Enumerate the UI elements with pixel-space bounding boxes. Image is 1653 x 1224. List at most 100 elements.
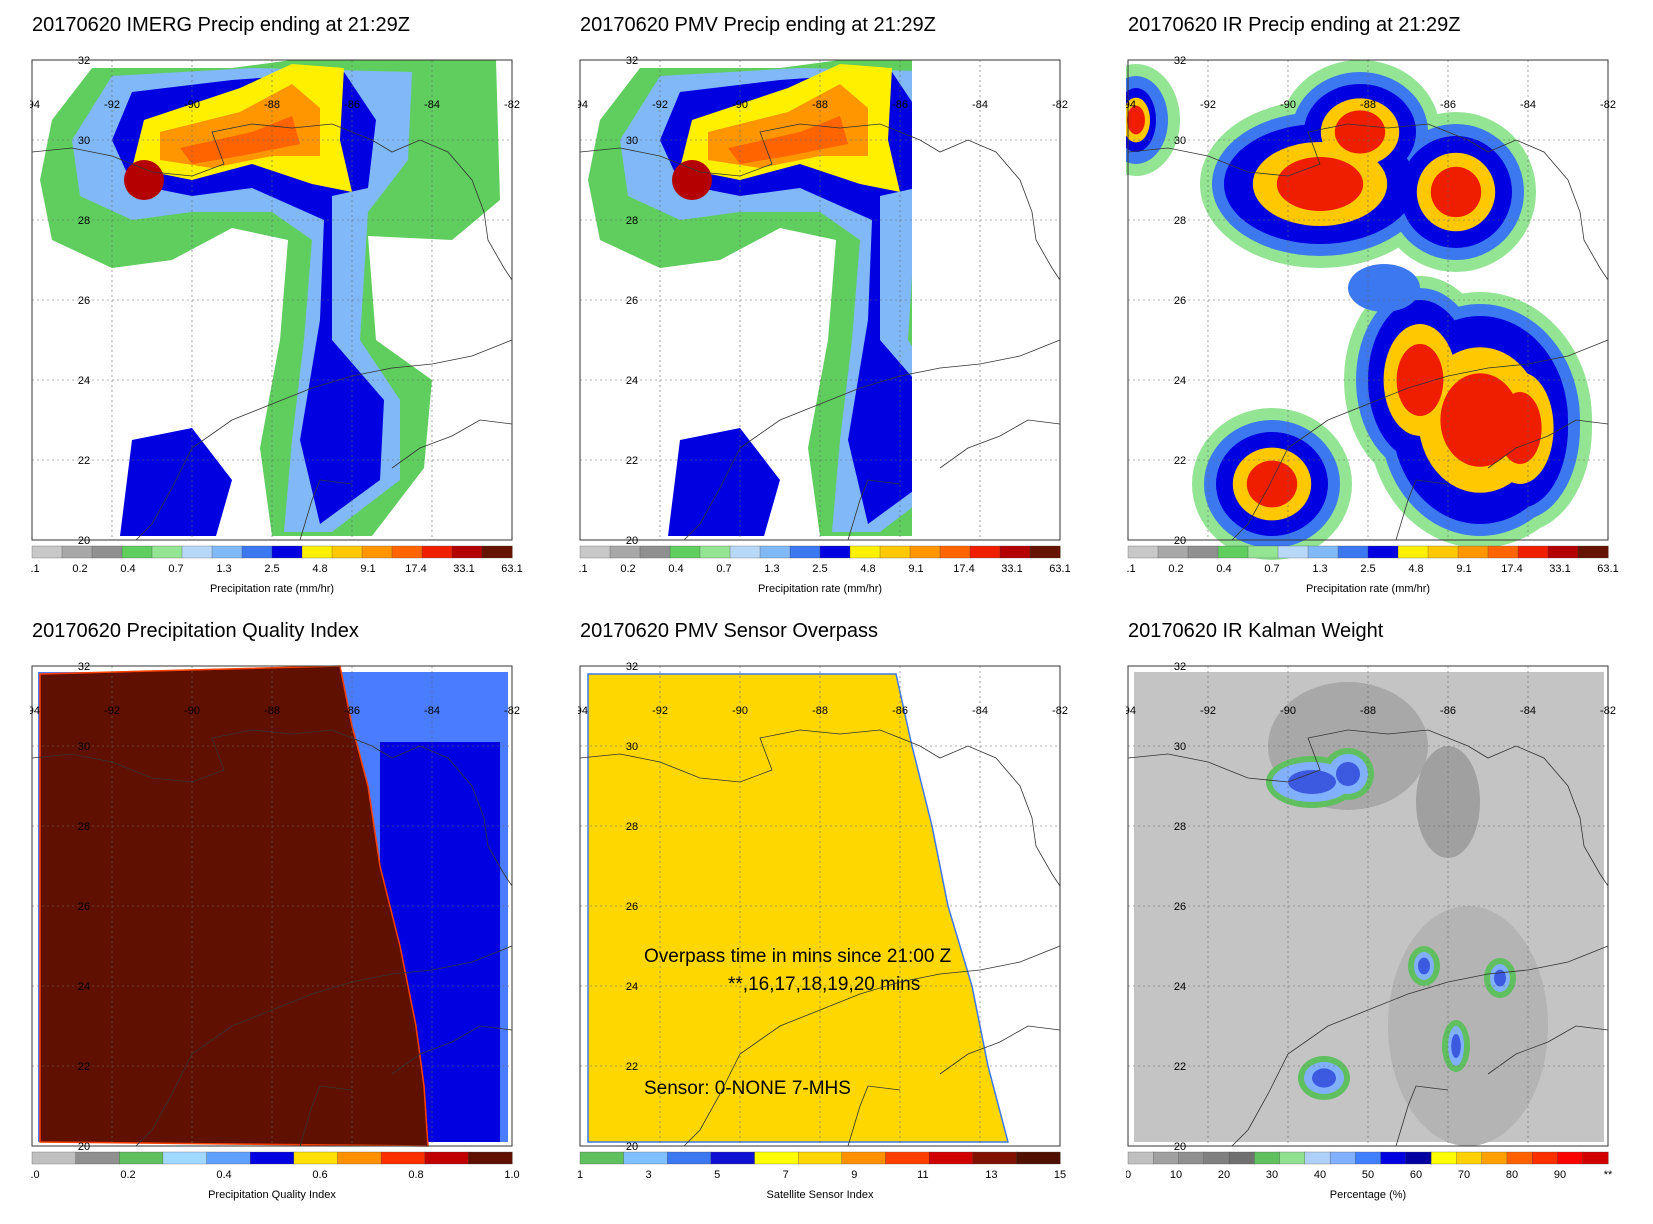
latitude-label: 26 [78, 901, 90, 913]
latitude-label: 32 [626, 55, 638, 67]
colorbar-tick-label: 63.1 [1597, 563, 1618, 575]
colorbar-tick-label: 50 [1362, 1169, 1374, 1181]
latitude-label: 24 [1174, 375, 1186, 387]
latitude-label: 30 [78, 135, 90, 147]
colorbar-tick-label: 0.2 [1168, 563, 1183, 575]
rain-extreme-cell [1440, 373, 1520, 467]
rain-extreme-cell [1334, 110, 1386, 154]
longitude-label: -90 [184, 705, 200, 717]
longitude-label: -82 [1052, 99, 1068, 111]
colorbar-swatch [1481, 1151, 1508, 1165]
colorbar-swatch [841, 1151, 887, 1165]
rain-extreme-area [728, 116, 848, 164]
colorbar-tick-label: 2.5 [812, 563, 827, 575]
colorbar-swatch [206, 1151, 251, 1165]
colorbar-tick-label: 15 [1054, 1169, 1066, 1181]
colorbar-swatch [1228, 1151, 1255, 1165]
panel-title: 20170620 IR Kalman Weight [1128, 620, 1384, 642]
colorbar-tick-label: 33.1 [1549, 563, 1570, 575]
colorbar-tick-label: 33.1 [1001, 563, 1022, 575]
overpass-minutes: **,16,17,18,19,20 mins [728, 974, 920, 995]
colorbar-swatch [579, 1151, 625, 1165]
colorbar-swatch [421, 545, 453, 559]
coastline-segment [1231, 945, 1609, 1147]
coastline-segment [847, 479, 901, 541]
colorbar-swatch [121, 545, 153, 559]
latitude-label: 32 [626, 661, 638, 673]
colorbar-swatch [849, 545, 881, 559]
map-frame [1127, 59, 1609, 541]
latitude-label: 20 [78, 1141, 90, 1153]
colorbar-tick-label: 40 [1314, 1169, 1326, 1181]
rain-cell-south [120, 428, 232, 536]
colorbar-tick-label: 4.8 [312, 563, 327, 575]
colorbar-tick-label: 5 [714, 1169, 720, 1181]
latitude-label: 24 [1174, 981, 1186, 993]
coastline-segment [1487, 1025, 1609, 1075]
colorbar-swatch [1254, 1151, 1281, 1165]
rain-extreme-cell [1498, 392, 1542, 464]
longitude-label: -94 [30, 705, 40, 717]
colorbar-swatch [250, 1151, 295, 1165]
coastline-segment [683, 339, 1061, 541]
colorbar-swatch [337, 1151, 382, 1165]
latitude-label: 26 [626, 295, 638, 307]
rain-cell-south [668, 428, 780, 536]
kalman-high-weight [1288, 770, 1336, 794]
colorbar-swatch [1016, 1151, 1061, 1165]
colorbar-tick-label: 0.7 [168, 563, 183, 575]
coastline-segment [1487, 419, 1609, 469]
longitude-label: -94 [578, 705, 588, 717]
rain-core [124, 160, 164, 200]
colorbar-swatch [699, 545, 731, 559]
colorbar-swatch [1431, 1151, 1457, 1165]
longitude-label: -92 [104, 99, 120, 111]
latitude-label: 24 [626, 981, 638, 993]
colorbar-swatch [710, 1151, 756, 1165]
kalman-high-weight [1336, 762, 1360, 786]
latitude-label: 22 [1174, 1061, 1186, 1073]
coastline-segment [579, 123, 1061, 281]
coastline-segment [31, 123, 513, 281]
colorbar-swatch [1187, 545, 1219, 559]
coastline-segment [299, 479, 353, 541]
colorbar-tick-label: 0.6 [312, 1169, 327, 1181]
colorbar-tick-label: 3 [646, 1169, 652, 1181]
map-frame [31, 665, 513, 1147]
rain-moderate-cell [1348, 264, 1420, 312]
latitude-label: 28 [78, 215, 90, 227]
pmv-precip-map: -94 -92 -90 -88 -86 -84 -82 20 22 24 26 28 30 32 0.1 0.… [578, 55, 1071, 595]
latitude-label: 20 [626, 1141, 638, 1153]
rain-core [672, 160, 712, 200]
colorbar-tick-label: 0.4 [1216, 563, 1231, 575]
longitude-label: -90 [732, 99, 748, 111]
colorbar-tick-label: 9.1 [908, 563, 923, 575]
colorbar-swatch [1506, 1151, 1533, 1165]
longitude-label: -88 [812, 99, 828, 111]
longitude-label: -84 [424, 99, 440, 111]
colorbar-tick-label: 4.8 [1408, 563, 1423, 575]
colorbar-tick-label: 0.7 [1264, 563, 1279, 575]
longitude-label: -82 [504, 705, 520, 717]
colorbar-swatch [1157, 545, 1189, 559]
colorbar-swatch [1380, 1151, 1407, 1165]
colorbar-swatch [1203, 1151, 1230, 1165]
colorbar-swatch [293, 1151, 339, 1165]
panel-title: 20170620 PMV Precip ending at 21:29Z [580, 14, 936, 36]
colorbar-swatch [61, 545, 93, 559]
colorbar-swatch [380, 1151, 426, 1165]
colorbar-swatch [162, 1151, 208, 1165]
longitude-label: -86 [892, 705, 908, 717]
kalman-high-weight [1418, 957, 1430, 975]
colorbar-swatch [1029, 545, 1061, 559]
colorbar-tick-label: 0.1 [1126, 563, 1136, 575]
map-frame [579, 59, 1061, 541]
colorbar-tick-label: 1.0 [504, 1169, 519, 1181]
coastline [579, 729, 1061, 1147]
quality-index-map: -94 -92 -90 -88 -86 -84 -82 20 22 24 26 28 30 32 0.0 0.… [30, 661, 520, 1201]
colorbar-swatch [91, 545, 123, 559]
colorbar-swatch [1304, 1151, 1331, 1165]
longitude-label: -88 [264, 705, 280, 717]
colorbar-swatch [1178, 1151, 1205, 1165]
rain-field [40, 60, 500, 536]
